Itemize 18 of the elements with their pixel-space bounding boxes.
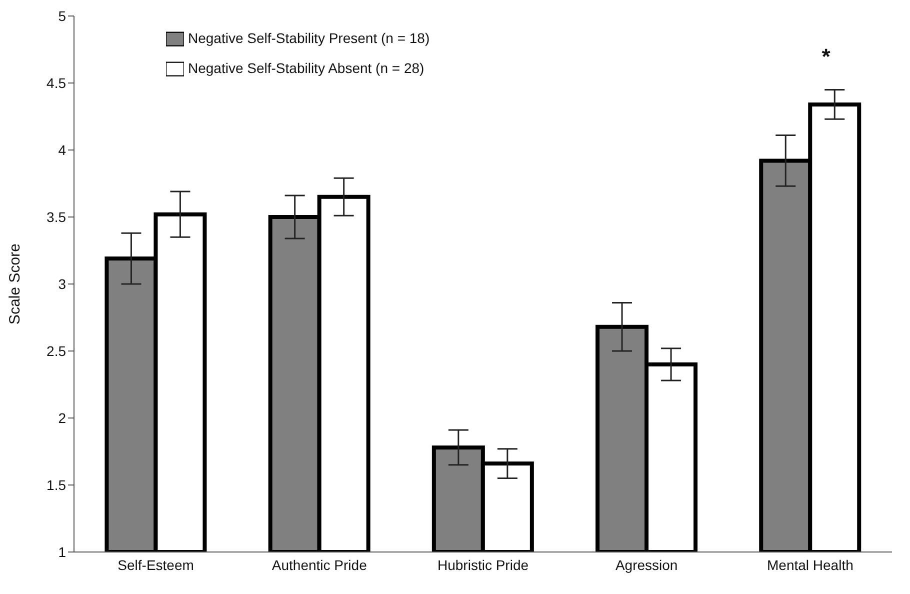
y-tick-label: 5 — [58, 8, 66, 24]
x-tick-label: Agression — [615, 556, 678, 573]
y-tick-label: 3 — [58, 276, 66, 292]
y-tick-label: 4 — [58, 142, 66, 158]
y-tick-label: 4.5 — [46, 74, 66, 91]
y-tick-label: 2 — [58, 410, 66, 426]
x-tick-label: Authentic Pride — [272, 556, 368, 573]
y-tick-label: 1 — [58, 544, 66, 560]
legend-label: Negative Self-Stability Present (n = 18) — [188, 30, 430, 46]
x-tick-label: Hubristic Pride — [437, 556, 529, 573]
y-tick-label: 2.5 — [46, 342, 66, 359]
legend-label: Negative Self-Stability Absent (n = 28) — [188, 60, 424, 76]
x-tick-label: Self-Esteem — [118, 556, 194, 573]
y-axis-title: Scale Score — [6, 244, 24, 324]
y-tick-label: 3.5 — [46, 208, 66, 225]
x-tick-label: Mental Health — [767, 556, 854, 573]
y-tick-label: 1.5 — [46, 476, 66, 493]
annotation: * — [820, 44, 832, 69]
